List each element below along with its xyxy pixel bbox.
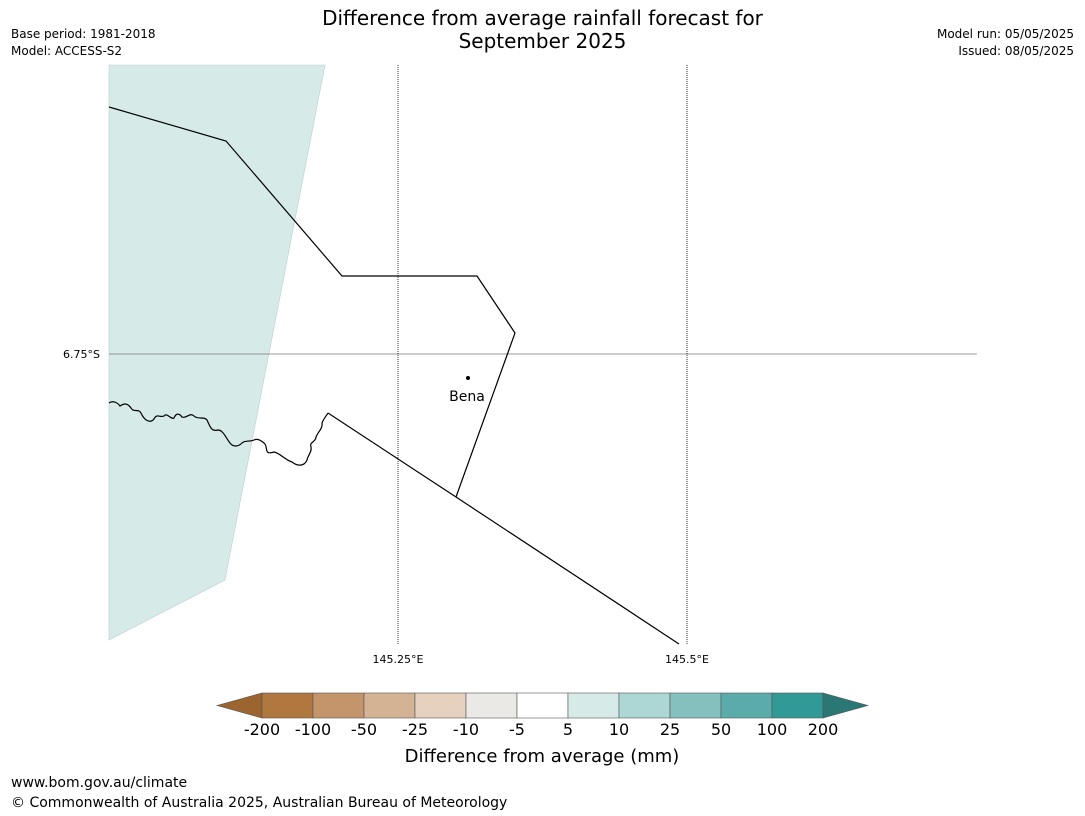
colorbar-tick-label: 10 — [609, 720, 629, 739]
colorbar-swatch — [312, 692, 365, 719]
latitude-label: 6.75°S — [63, 348, 100, 361]
colorbar-tick-label: 50 — [711, 720, 731, 739]
longitude-label-1: 145.25°E — [373, 653, 424, 666]
colorbar-tick-label: -50 — [351, 720, 377, 739]
model-name: Model: ACCESS-S2 — [11, 44, 123, 58]
title-line-1: Difference from average rainfall forecas… — [322, 6, 763, 30]
colorbar-extend-low — [215, 692, 263, 719]
footer-copyright: © Commonwealth of Australia 2025, Austra… — [11, 795, 508, 811]
map-title: Difference from average rainfall forecas… — [0, 7, 1085, 53]
issued-date: Issued: 08/05/2025 — [958, 44, 1074, 58]
rainfall-shaded-region — [108, 64, 326, 641]
meta-left: Base period: 1981-2018 Model: ACCESS-S2 — [11, 26, 156, 60]
colorbar-tick-label: 200 — [808, 720, 839, 739]
colorbar-swatch — [261, 692, 314, 719]
colorbar-legend: -200 -100 -50 -25 -10 -5 5 10 25 50 100 200 Differe… — [215, 692, 870, 767]
colorbar-tick-label: 5 — [563, 720, 573, 739]
colorbar-tick-label: -10 — [453, 720, 479, 739]
colorbar-extend-high — [822, 692, 870, 719]
base-period: Base period: 1981-2018 — [11, 27, 156, 41]
colorbar-swatch — [414, 692, 467, 719]
title-line-2: September 2025 — [458, 29, 627, 53]
river-boundary — [108, 401, 329, 466]
colorbar-swatch — [618, 692, 671, 719]
colorbar-swatch — [363, 692, 416, 719]
colorbar-swatch — [567, 692, 620, 719]
colorbar-swatch — [720, 692, 773, 719]
colorbar-tick-label: 100 — [757, 720, 788, 739]
bena-location-marker — [466, 376, 470, 380]
colorbar-swatch — [669, 692, 722, 719]
colorbar-tick-label: -100 — [295, 720, 331, 739]
colorbar-title: Difference from average (mm) — [405, 746, 680, 767]
footer-url: www.bom.gov.au/climate — [11, 775, 188, 791]
district-boundary-north — [108, 106, 516, 498]
map-panel: Bena 6.75°S 145.25°E 145.5°E — [63, 64, 977, 666]
colorbar-swatch — [516, 692, 569, 719]
model-run: Model run: 05/05/2025 — [936, 27, 1074, 41]
colorbar-tick-labels: -200 -100 -50 -25 -10 -5 5 10 25 50 100 200 — [244, 720, 838, 739]
bena-label: Bena — [449, 389, 485, 405]
colorbar-tick-label: 25 — [660, 720, 680, 739]
longitude-label-2: 145.5°E — [665, 653, 709, 666]
colorbar-tick-label: -200 — [244, 720, 280, 739]
colorbar-swatch — [465, 692, 518, 719]
colorbar-tick-label: -5 — [509, 720, 525, 739]
meta-right: Model run: 05/05/2025 Issued: 08/05/2025 — [937, 26, 1074, 60]
colorbar-swatches — [215, 692, 870, 719]
colorbar-swatch — [771, 692, 824, 719]
colorbar-tick-label: -25 — [402, 720, 428, 739]
district-boundary-south — [327, 412, 680, 645]
